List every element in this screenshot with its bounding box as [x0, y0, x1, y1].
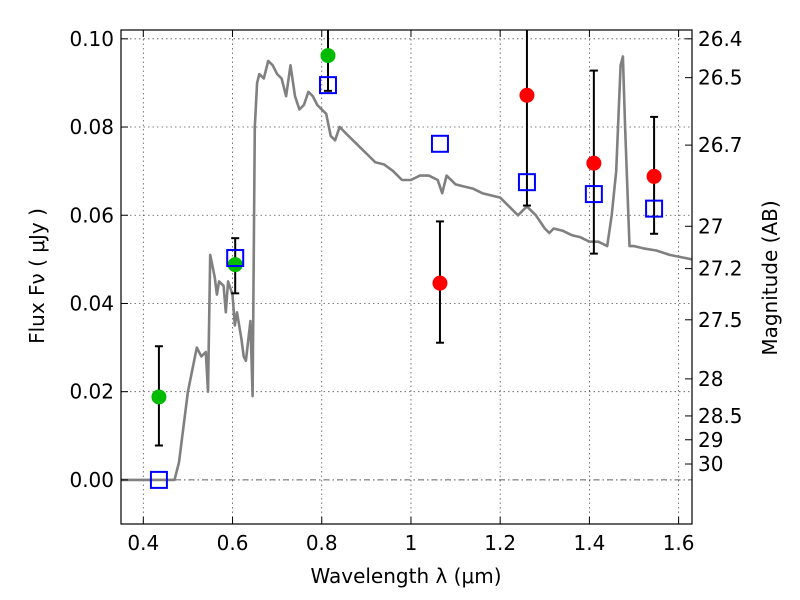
y2-tick-label: 27.5	[698, 308, 743, 332]
plot-frame	[120, 29, 693, 525]
y2-tick-label: 30	[698, 452, 723, 476]
red-data-point	[519, 87, 535, 103]
red-data-point	[586, 155, 602, 171]
green-data-point	[320, 48, 336, 64]
y2-tick-label: 26.7	[698, 133, 743, 157]
green-data-point	[151, 389, 167, 405]
model-square-point	[430, 134, 449, 153]
red-data-point	[432, 275, 448, 291]
y2-tick-label: 27.2	[698, 257, 743, 281]
y-tick-label: 0.04	[69, 291, 114, 315]
y2-tick-label: 26.5	[698, 66, 743, 90]
model-square-point	[645, 199, 664, 218]
green-data-point	[227, 257, 243, 273]
y2-tick-label: 27	[698, 214, 723, 238]
y2-tick-label: 26.4	[698, 27, 743, 51]
model-square-point	[584, 185, 603, 204]
y-tick-label: 0.00	[69, 468, 114, 492]
y2-tick-label: 28.5	[698, 404, 743, 428]
y-tick-label: 0.06	[69, 203, 114, 227]
y-axis-label: Flux Fν ( μJy )	[25, 208, 49, 344]
x-tick-label: 1.6	[663, 531, 695, 555]
x-tick-label: 0.8	[306, 531, 338, 555]
tick-labels: 0.4 0.6 0.8 1 1.2 1.4 1.6 0.00 0.02 0.04 0.06 0.08 0…	[69, 27, 742, 555]
x-tick-label: 1.2	[484, 531, 516, 555]
data-points	[149, 48, 664, 489]
y-tick-label: 0.08	[69, 115, 114, 139]
y2-tick-label: 29	[698, 428, 723, 452]
x-tick-label: 0.4	[127, 531, 159, 555]
x-tick-label: 1	[405, 531, 418, 555]
x-tick-label: 0.6	[217, 531, 249, 555]
y-tick-label: 0.10	[69, 27, 114, 51]
model-sed-layer	[121, 55, 693, 482]
red-data-point	[646, 168, 662, 184]
x-axis-label: Wavelength λ (μm)	[310, 564, 501, 588]
model-square-point	[149, 470, 168, 489]
grid-lines	[121, 30, 692, 524]
y2-tick-label: 28	[698, 367, 723, 391]
y2-axis-label: Magnitude (AB)	[758, 200, 782, 355]
axis-ticks	[121, 30, 692, 524]
model-sed-line	[121, 55, 693, 482]
y-tick-label: 0.02	[69, 380, 114, 404]
model-square-point	[517, 173, 536, 192]
x-tick-label: 1.4	[573, 531, 605, 555]
model-square-point	[226, 249, 245, 268]
model-square-point	[318, 76, 337, 95]
